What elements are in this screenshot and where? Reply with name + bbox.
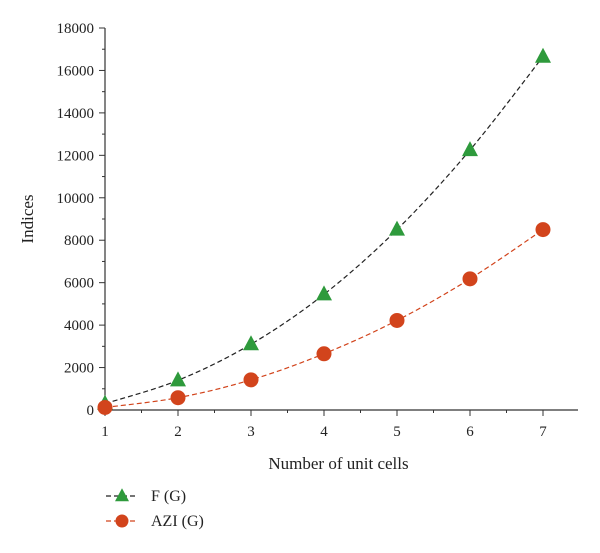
data-point-azi-g [316, 346, 332, 362]
x-tick-label: 3 [247, 424, 255, 440]
legend-label-f-g: F (G) [151, 488, 186, 505]
data-point-f-g [389, 220, 405, 236]
y-axis-title: Indices [18, 194, 37, 243]
axes: 0 2000 4000 6000 8000 10000 12000 14000 16000 180… [57, 21, 578, 440]
y-tick-label: 2000 [64, 361, 94, 377]
legend-item-azi-g: AZI (G) [106, 513, 204, 530]
series-layer [97, 47, 551, 415]
y-tick-label: 10000 [57, 191, 95, 207]
y-tick-label: 16000 [57, 63, 95, 79]
y-tick-label: 6000 [64, 276, 94, 292]
x-tick-label: 6 [466, 424, 474, 440]
data-point-f-g [535, 47, 551, 63]
x-tick-label: 1 [101, 424, 109, 440]
y-tick-label: 4000 [64, 318, 94, 334]
y-tick-label: 18000 [57, 21, 95, 37]
data-point-f-g [462, 141, 478, 157]
x-tick-label: 2 [174, 424, 182, 440]
legend-triangle-marker [115, 488, 129, 502]
data-point-azi-g [243, 372, 259, 388]
x-tick-label: 5 [393, 424, 401, 440]
data-point-azi-g [170, 390, 186, 406]
data-point-f-g [170, 371, 186, 387]
x-axis-title: Number of unit cells [268, 454, 408, 473]
data-point-azi-g [535, 222, 551, 238]
x-tick-label: 7 [539, 424, 547, 440]
legend-label-azi-g: AZI (G) [151, 513, 204, 530]
y-tick-label: 14000 [57, 106, 95, 122]
x-tick-label: 4 [320, 424, 328, 440]
y-tick-label: 8000 [64, 233, 94, 249]
series-line-azi-g [104, 229, 544, 409]
y-tick-label: 12000 [57, 148, 95, 164]
data-point-azi-g [97, 399, 113, 415]
data-point-f-g [243, 335, 259, 351]
data-point-azi-g [389, 312, 405, 328]
y-tick-label: 0 [87, 403, 95, 419]
legend-circle-marker [115, 514, 129, 528]
data-point-azi-g [462, 271, 478, 287]
data-point-f-g [316, 285, 332, 301]
legend-item-f-g: F (G) [106, 488, 186, 505]
legend: F (G) AZI (G) [106, 488, 204, 530]
